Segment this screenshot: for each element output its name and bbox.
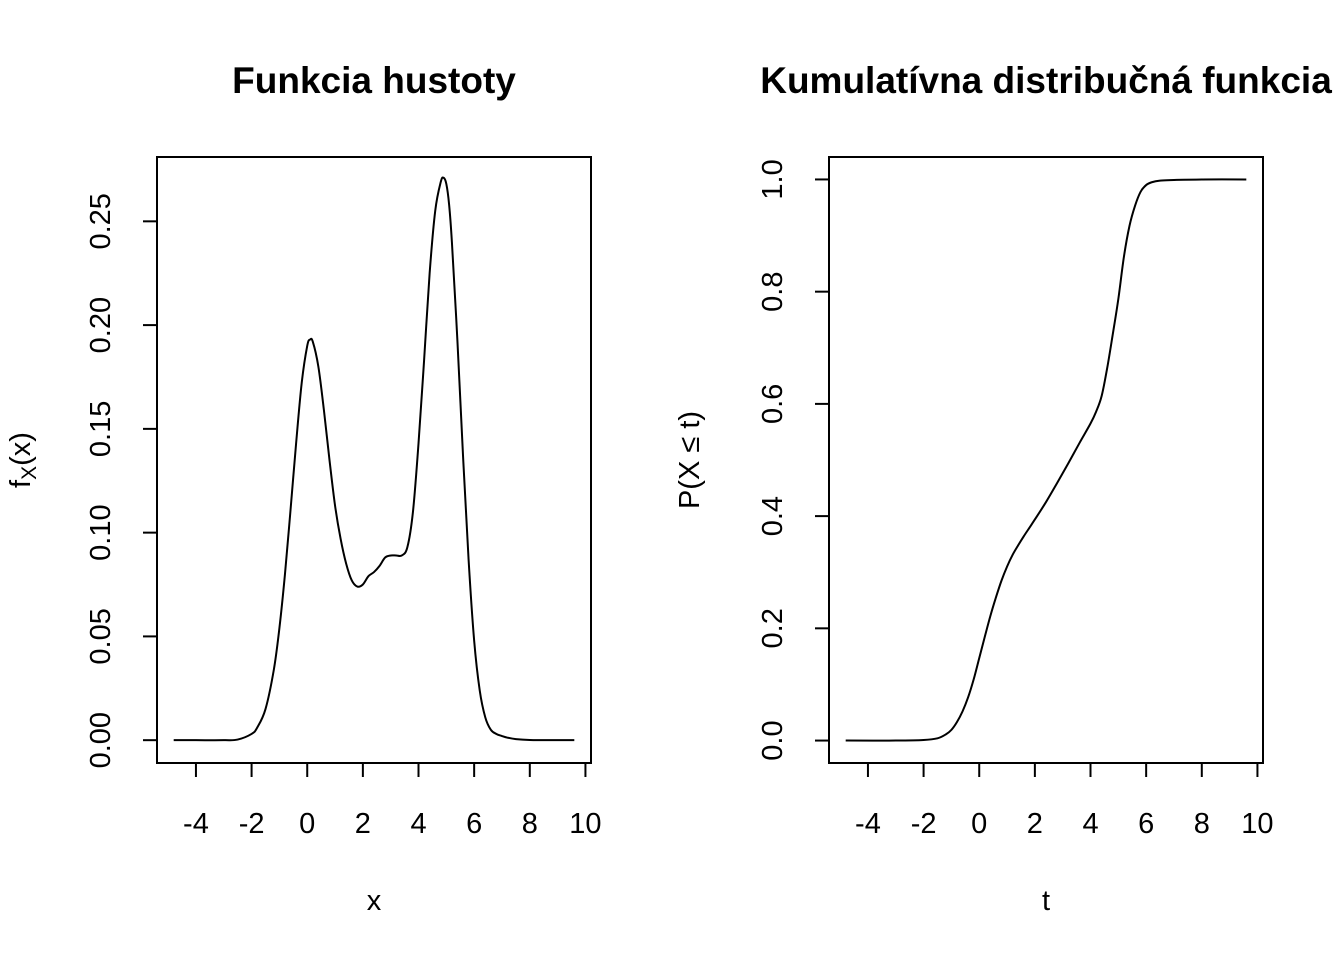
density-y-tick-label: 0.15 [85, 401, 117, 457]
cdf-x-tick-label: 10 [1241, 808, 1273, 840]
density-y-tick-label: 0.00 [85, 712, 117, 768]
density-y-tick-label: 0.20 [85, 297, 117, 353]
density-y-label-tail: (x) [5, 432, 37, 466]
cdf-x-label: t [1042, 885, 1050, 917]
cdf-x-tick-label: 2 [1027, 808, 1043, 840]
cdf-x-axis: -4 -2 0 2 4 6 8 10 [855, 763, 1274, 840]
density-panel: Funkcia hustoty -4 -2 0 2 4 6 8 10 0.00 0.05 0.10… [5, 60, 602, 917]
density-y-tick-label: 0.10 [85, 504, 117, 560]
density-x-tick-label: -2 [239, 808, 265, 840]
density-x-tick-label: 6 [466, 808, 482, 840]
cdf-title: Kumulatívna distribučná funkcia [760, 60, 1332, 101]
density-x-tick-label: 0 [299, 808, 315, 840]
density-y-tick-label: 0.25 [85, 193, 117, 249]
cdf-x-tick-label: 4 [1082, 808, 1098, 840]
cdf-y-tick-label: 0.0 [757, 720, 789, 760]
cdf-x-tick-label: 8 [1194, 808, 1210, 840]
cdf-y-tick-label: 0.2 [757, 608, 789, 648]
cdf-curve [845, 178, 1247, 742]
cdf-y-axis: 0.0 0.2 0.4 0.6 0.8 1.0 [757, 159, 829, 761]
cdf-x-tick-label: 0 [971, 808, 987, 840]
density-y-label: fX(x) [5, 432, 41, 488]
cdf-x-tick-label: -2 [911, 808, 937, 840]
density-x-tick-label: 8 [522, 808, 538, 840]
cdf-y-tick-label: 0.4 [757, 496, 789, 536]
density-x-tick-label: -4 [183, 808, 209, 840]
density-x-tick-label: 4 [410, 808, 426, 840]
cdf-y-tick-label: 0.8 [757, 272, 789, 312]
cdf-x-tick-label: 6 [1138, 808, 1154, 840]
density-x-tick-label: 2 [355, 808, 371, 840]
density-plot-frame [156, 156, 592, 764]
density-curve [173, 176, 575, 742]
cdf-y-tick-label: 1.0 [757, 159, 789, 199]
cdf-plot-frame [828, 156, 1264, 764]
cdf-panel: Kumulatívna distribučná funkcia -4 -2 0 2 4 6… [674, 60, 1332, 917]
cdf-x-tick-label: -4 [855, 808, 881, 840]
density-y-axis: 0.00 0.05 0.10 0.15 0.20 0.25 [85, 193, 157, 768]
cdf-y-label: P(X ≤ t) [674, 411, 706, 509]
density-y-label-main: f [5, 479, 37, 488]
density-x-label: x [367, 885, 382, 917]
density-x-axis: -4 -2 0 2 4 6 8 10 [183, 763, 602, 840]
density-title: Funkcia hustoty [232, 60, 516, 101]
cdf-y-tick-label: 0.6 [757, 384, 789, 424]
density-x-tick-label: 10 [569, 808, 601, 840]
density-y-tick-label: 0.05 [85, 608, 117, 664]
density-y-label-subscript: X [18, 466, 41, 480]
